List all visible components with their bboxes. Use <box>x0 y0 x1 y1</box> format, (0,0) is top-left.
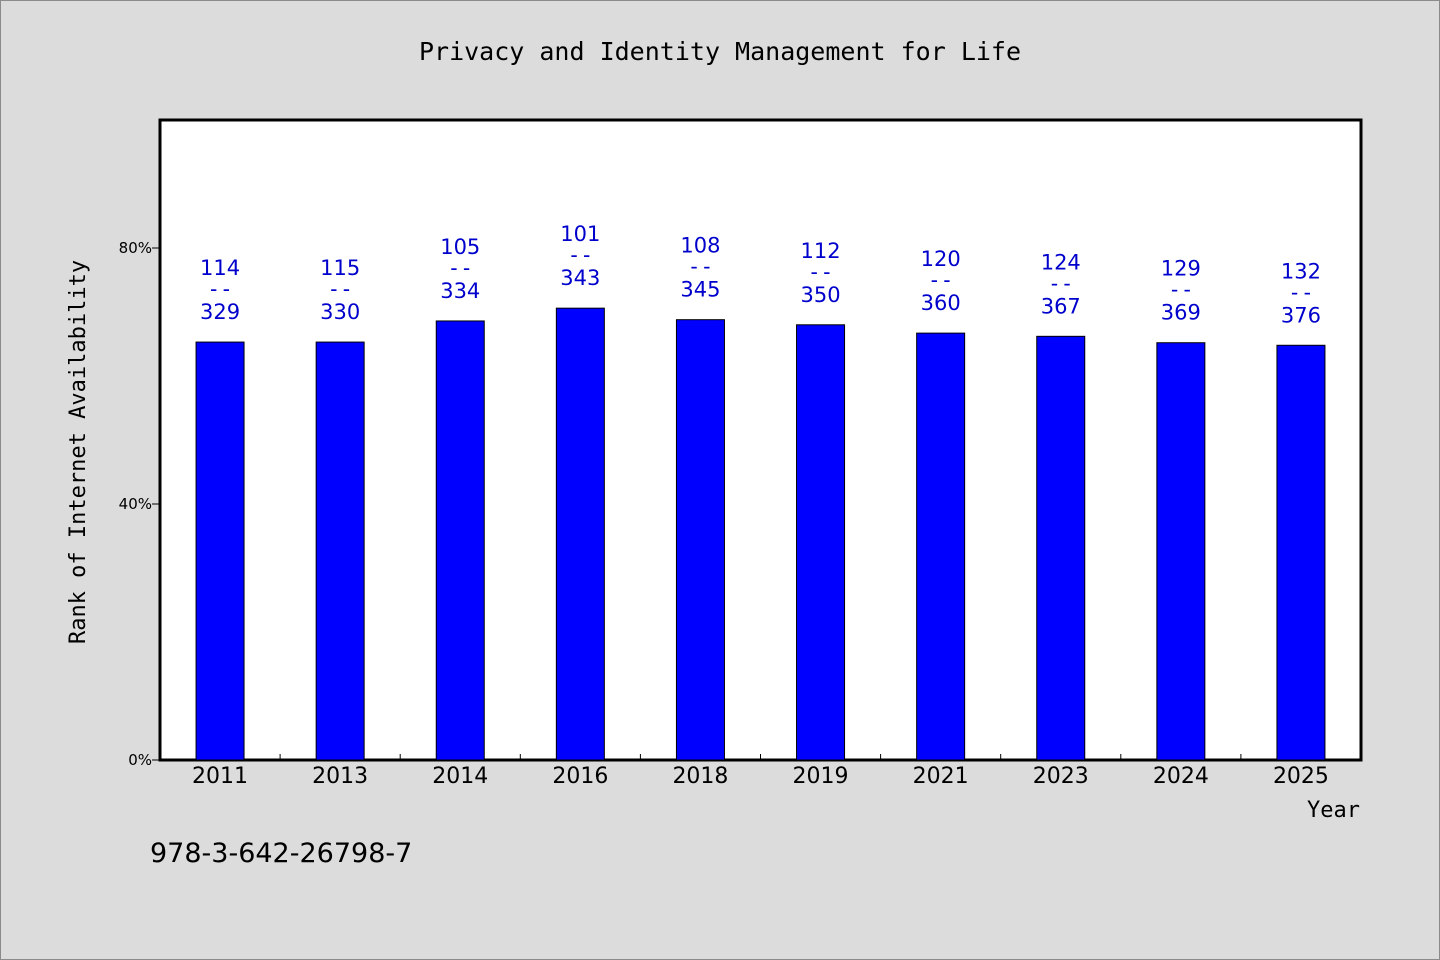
bar-label-top: 115 <box>320 256 360 280</box>
bar <box>1036 335 1086 761</box>
bar <box>1156 342 1206 761</box>
bar-label-bottom: 350 <box>801 283 841 307</box>
x-tick-label: 2019 <box>793 764 849 789</box>
bar-label-separator: -- <box>568 243 593 267</box>
x-tick-label: 2018 <box>672 764 728 789</box>
y-axis-label: Rank of Internet Availability <box>66 260 91 644</box>
x-axis: 2011 2013 2014 2016 2018 2019 2021 2023 2024 2025 <box>192 754 1329 789</box>
bar-label-bottom: 330 <box>320 300 360 324</box>
bar-label-top: 112 <box>801 239 841 263</box>
x-tick-label: 2016 <box>552 764 608 789</box>
y-tick-label: 0% <box>128 751 152 769</box>
x-axis-label: Year <box>1307 798 1360 823</box>
bar-label-top: 105 <box>440 235 480 259</box>
bar <box>1276 344 1326 761</box>
x-tick-label: 2021 <box>913 764 969 789</box>
bar <box>315 341 365 761</box>
y-axis: 0% 40% 80% <box>119 239 160 769</box>
x-tick-label: 2023 <box>1033 764 1089 789</box>
bar-label-separator: -- <box>1288 280 1313 304</box>
bar-label-top: 114 <box>200 256 240 280</box>
bar-label-bottom: 367 <box>1041 294 1081 318</box>
x-tick-label: 2013 <box>312 764 368 789</box>
bar-label-bottom: 369 <box>1161 301 1201 325</box>
isbn-text: 978-3-642-26798-7 <box>150 838 412 869</box>
bar-label-top: 120 <box>921 247 961 271</box>
bar <box>195 341 245 761</box>
x-tick-label: 2011 <box>192 764 248 789</box>
bar <box>435 320 485 761</box>
x-tick-label: 2014 <box>432 764 488 789</box>
bar-label-bottom: 345 <box>680 278 720 302</box>
bar-label-bottom: 360 <box>921 291 961 315</box>
bar <box>796 324 846 761</box>
bar <box>675 319 725 761</box>
x-tick-label: 2025 <box>1273 764 1329 789</box>
bar-label-top: 108 <box>680 234 720 258</box>
bar-label-bottom: 329 <box>200 300 240 324</box>
bar <box>555 307 605 761</box>
bar-label-separator: -- <box>808 260 833 284</box>
y-tick-label: 80% <box>119 239 152 257</box>
bar-label-separator: -- <box>1168 278 1193 302</box>
bar-label-separator: -- <box>1048 271 1073 295</box>
bar-label-separator: -- <box>448 256 473 280</box>
bar <box>916 332 966 761</box>
bars: 114--329115--330105--334101--343108--345… <box>195 222 1326 761</box>
bar-label-separator: -- <box>688 255 713 279</box>
bar-label-bottom: 376 <box>1281 303 1321 327</box>
bar-label-top: 132 <box>1281 259 1321 283</box>
bar-label-separator: -- <box>928 268 953 292</box>
bar-label-top: 129 <box>1161 257 1201 281</box>
bar-label-separator: -- <box>207 277 232 301</box>
x-tick-label: 2024 <box>1153 764 1209 789</box>
bar-label-bottom: 343 <box>560 266 600 290</box>
y-tick-label: 40% <box>119 495 152 513</box>
bar-label-top: 101 <box>560 222 600 246</box>
chart-title: Privacy and Identity Management for Life <box>419 37 1021 66</box>
bar-label-top: 124 <box>1041 250 1081 274</box>
bar-label-bottom: 334 <box>440 279 480 303</box>
bar-label-separator: -- <box>328 277 353 301</box>
